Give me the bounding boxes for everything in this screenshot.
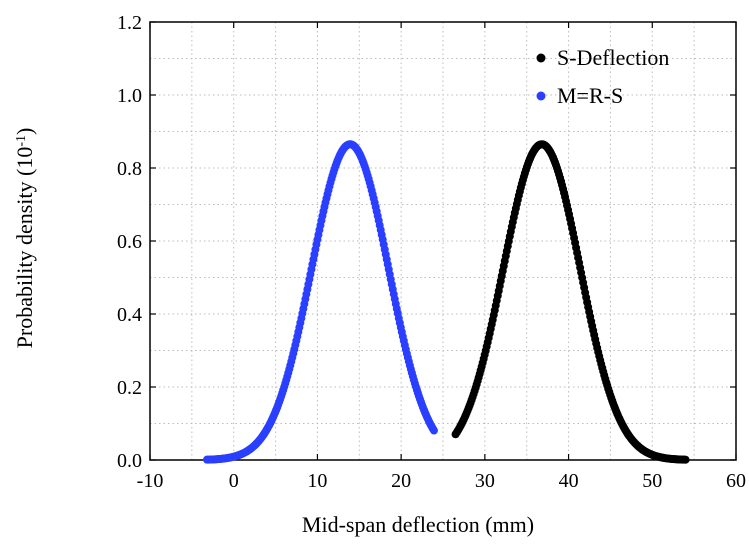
- x-tick-label: 10: [307, 470, 327, 492]
- x-tick-label: 20: [391, 470, 411, 492]
- x-tick-label: 40: [559, 470, 579, 492]
- legend: S-Deflection M=R-S: [536, 45, 669, 108]
- x-tick-label: 30: [475, 470, 495, 492]
- y-axis-label-exponent: -1: [14, 135, 29, 147]
- y-tick-label: 0.8: [117, 158, 142, 180]
- y-tick-label: 1.2: [117, 12, 142, 34]
- x-tick-label: -10: [137, 470, 164, 492]
- data-point: [429, 426, 438, 435]
- series-m-r-s: [202, 140, 438, 464]
- y-tick-label: 0.6: [117, 231, 142, 253]
- grid: [149, 21, 737, 461]
- legend-label: M=R-S: [557, 83, 623, 108]
- legend-label: S-Deflection: [557, 45, 669, 70]
- x-tick-label: 0: [229, 470, 239, 492]
- y-axis-label-main: Probability density (10: [12, 147, 37, 349]
- y-tick-label: 0.2: [117, 377, 142, 399]
- y-axis-label-tail: ): [12, 128, 37, 135]
- y-axis-label: Probability density (10-1): [12, 128, 37, 349]
- x-axis-label: Mid-span deflection (mm): [302, 512, 534, 537]
- x-tick-label: 50: [642, 470, 662, 492]
- x-tick-label: 60: [726, 470, 746, 492]
- y-tick-label: 0.4: [117, 304, 142, 326]
- ticks: -10 0 10 20 30 40 50 60 0.0 0.2 0.4 0.6 0.8 1.0 1.2: [117, 12, 746, 492]
- data-point: [681, 455, 690, 464]
- legend-marker: [536, 53, 546, 63]
- legend-marker: [536, 91, 546, 101]
- y-tick-label: 0.0: [117, 450, 142, 472]
- data-points: [202, 140, 690, 464]
- y-tick-label: 1.0: [117, 85, 142, 107]
- series-s-deflection: [451, 140, 690, 464]
